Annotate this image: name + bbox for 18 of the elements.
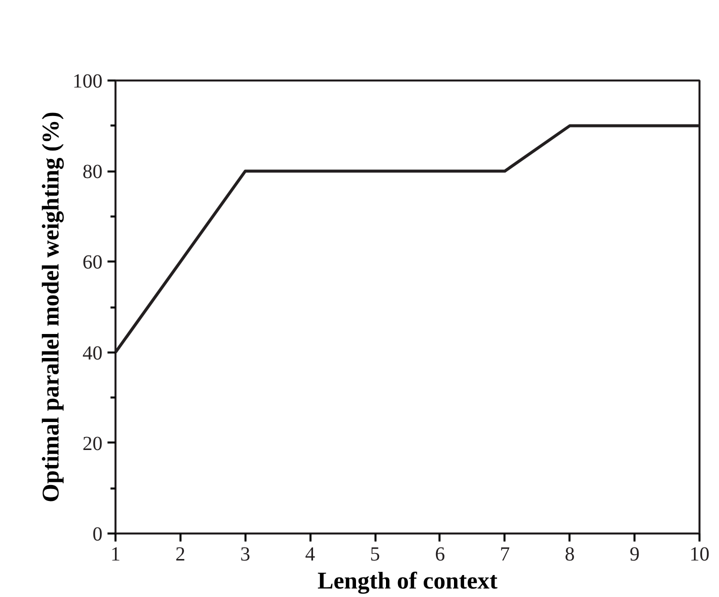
y-tick-label: 0 — [92, 524, 102, 546]
y-axis-title: Optimal parallel model weighting (%) — [38, 112, 64, 502]
x-tick-label: 1 — [110, 544, 120, 566]
x-tick-label: 6 — [434, 544, 445, 566]
x-tick-label: 10 — [690, 544, 710, 566]
x-tick-label: 8 — [564, 544, 575, 566]
y-tick-label: 100 — [72, 70, 102, 92]
x-tick-label: 4 — [305, 544, 316, 566]
x-tick-label: 3 — [240, 544, 250, 566]
y-tick-label: 60 — [82, 252, 102, 274]
y-tick-label: 80 — [82, 161, 102, 184]
x-axis-title: Length of context — [318, 568, 498, 594]
y-tick-label: 40 — [82, 342, 102, 364]
x-tick-label: 9 — [630, 544, 640, 566]
y-tick-label: 20 — [82, 432, 102, 455]
x-tick-label: 7 — [500, 544, 510, 566]
x-tick-label: 5 — [370, 544, 380, 566]
x-tick-label: 2 — [175, 544, 186, 566]
